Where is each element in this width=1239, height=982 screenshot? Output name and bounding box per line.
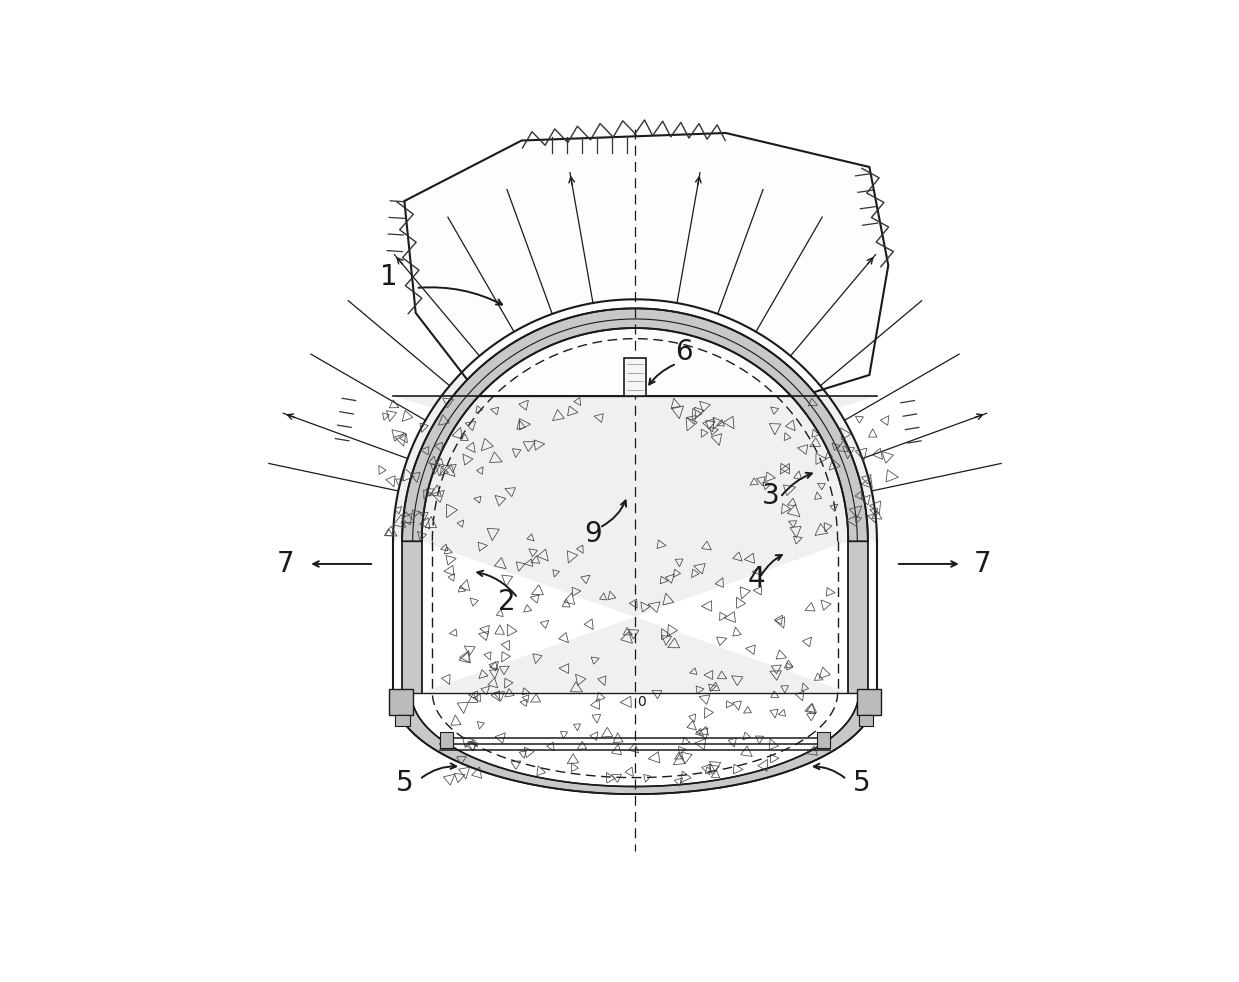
Bar bbox=[817, 732, 830, 748]
Bar bbox=[624, 358, 646, 396]
Polygon shape bbox=[849, 541, 867, 692]
Text: 6: 6 bbox=[675, 338, 693, 366]
Polygon shape bbox=[393, 692, 877, 794]
Polygon shape bbox=[403, 308, 867, 541]
Text: 1: 1 bbox=[380, 262, 398, 291]
Bar bbox=[859, 715, 873, 726]
Text: 4: 4 bbox=[747, 565, 764, 593]
Text: 7: 7 bbox=[974, 550, 991, 578]
Polygon shape bbox=[404, 133, 888, 396]
Polygon shape bbox=[421, 328, 849, 692]
Text: 2: 2 bbox=[498, 588, 515, 616]
Polygon shape bbox=[393, 300, 877, 541]
Bar bbox=[856, 688, 881, 715]
Bar bbox=[389, 688, 414, 715]
Text: 3: 3 bbox=[762, 482, 781, 510]
Text: 5: 5 bbox=[852, 769, 871, 797]
Text: 9: 9 bbox=[585, 519, 602, 548]
Text: 7: 7 bbox=[276, 550, 295, 578]
Bar bbox=[395, 715, 410, 726]
Polygon shape bbox=[403, 541, 421, 692]
Text: 5: 5 bbox=[395, 769, 413, 797]
Text: 0: 0 bbox=[637, 694, 646, 709]
Bar bbox=[440, 732, 453, 748]
